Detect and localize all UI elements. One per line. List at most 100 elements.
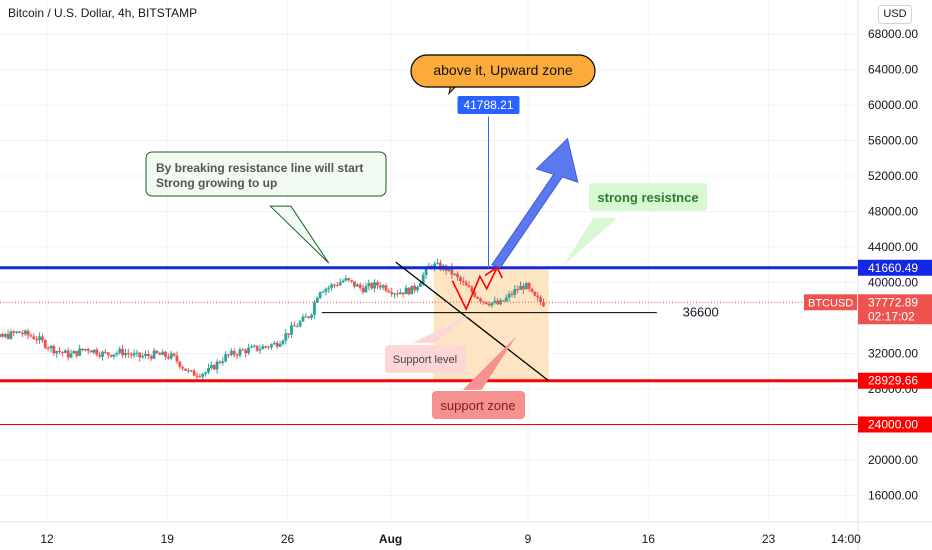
candle-body <box>398 292 402 295</box>
candle-body <box>172 353 176 356</box>
candle-body <box>324 288 328 292</box>
candle-body <box>224 354 228 362</box>
candle-body <box>416 286 419 291</box>
chart-grid <box>0 0 858 522</box>
candle-body <box>58 350 61 352</box>
level-lines-layer: 36600 <box>0 116 858 425</box>
candle-body <box>361 287 365 293</box>
candle-body <box>504 297 508 302</box>
candle-body <box>358 284 362 288</box>
candle-body <box>149 355 153 359</box>
projected-arrowhead <box>484 266 503 279</box>
candle-body <box>524 282 528 290</box>
candle-body <box>410 285 414 295</box>
candle-body <box>456 273 459 278</box>
strong-resistance-box <box>589 183 707 211</box>
candle-body <box>126 352 130 355</box>
candle-body <box>261 346 265 350</box>
upward-bubble <box>410 54 596 88</box>
candle-body <box>527 282 531 289</box>
last-price-tag <box>858 294 932 325</box>
candle-body <box>542 302 545 307</box>
candle-body <box>304 316 308 318</box>
candle-body <box>476 296 480 299</box>
candle-body <box>132 353 136 356</box>
candle-body <box>109 354 113 357</box>
candle-body <box>212 365 216 370</box>
y-tick-label: 44000.00 <box>868 240 918 254</box>
candle-body <box>86 348 90 351</box>
candle-body <box>92 349 96 353</box>
projected-path <box>451 267 498 312</box>
candle-body <box>61 351 64 353</box>
candle-body <box>393 293 396 295</box>
candle-body <box>247 347 250 354</box>
x-tick-label: 26 <box>281 532 295 546</box>
candle-body <box>464 282 468 286</box>
big-up-arrow <box>491 137 579 268</box>
y-tick-label: 64000.00 <box>868 63 918 77</box>
candle-body <box>192 370 196 376</box>
y-tick-label: 52000.00 <box>868 169 918 183</box>
candle-body <box>461 281 465 283</box>
candle-body <box>227 354 230 356</box>
candle-body <box>370 283 374 289</box>
candle-body <box>72 350 76 354</box>
candle-body <box>467 285 471 288</box>
countdown-label: 02:17:02 <box>868 309 915 323</box>
candle-body <box>75 350 79 356</box>
symbol-tag-bg <box>804 294 857 311</box>
upward-bubble-text: above it, Upward zone <box>433 62 573 78</box>
candle-body <box>43 340 47 348</box>
candle-body <box>115 352 119 355</box>
candle-body <box>270 344 273 348</box>
y-tick-label: 60000.00 <box>868 98 918 112</box>
candle-body <box>158 353 162 355</box>
candle-body <box>424 267 428 276</box>
candle-body <box>264 346 268 348</box>
candle-body <box>284 333 288 341</box>
candle-body <box>333 284 336 286</box>
candle-body <box>238 349 242 356</box>
candle-body <box>252 345 256 347</box>
candle-body <box>436 262 439 264</box>
candle-body <box>0 334 1 338</box>
candle-body <box>473 291 477 297</box>
resistance-callout-tail <box>269 205 330 264</box>
candle-body <box>161 351 165 355</box>
candle-body <box>23 330 27 335</box>
candle-body <box>315 297 319 303</box>
candle-body <box>267 346 271 348</box>
candle-body <box>250 346 253 348</box>
candle-body <box>536 295 540 298</box>
candle-body <box>152 350 156 359</box>
symbol-title: Bitcoin / U.S. Dollar, 4h, BITSTAMP <box>8 6 198 20</box>
candle-body <box>69 353 73 358</box>
candle-body <box>344 278 348 281</box>
candle-body <box>66 350 70 358</box>
candle-body <box>470 287 474 292</box>
candle-body <box>313 302 316 315</box>
currency-button[interactable]: USD <box>878 5 912 24</box>
candle-body <box>290 325 293 335</box>
candle-body <box>218 361 222 363</box>
candle-body <box>106 352 110 355</box>
candle-body <box>35 339 39 341</box>
candle-body <box>12 331 16 333</box>
candle-body <box>232 350 236 355</box>
target-marker-bg <box>457 96 520 114</box>
candle-body <box>258 349 262 351</box>
candle-body <box>493 300 497 303</box>
candle-body <box>367 283 371 287</box>
candle-body <box>295 326 299 328</box>
candle-body <box>244 349 248 354</box>
candle-body <box>178 361 182 368</box>
candle-body <box>487 303 491 306</box>
candle-body <box>459 277 462 282</box>
candle-body <box>496 300 500 305</box>
support-zone-tail <box>462 336 516 390</box>
level-price-label: 41660.49 <box>868 261 918 275</box>
x-tick-label: 16 <box>642 532 656 546</box>
candle-body <box>41 336 44 341</box>
